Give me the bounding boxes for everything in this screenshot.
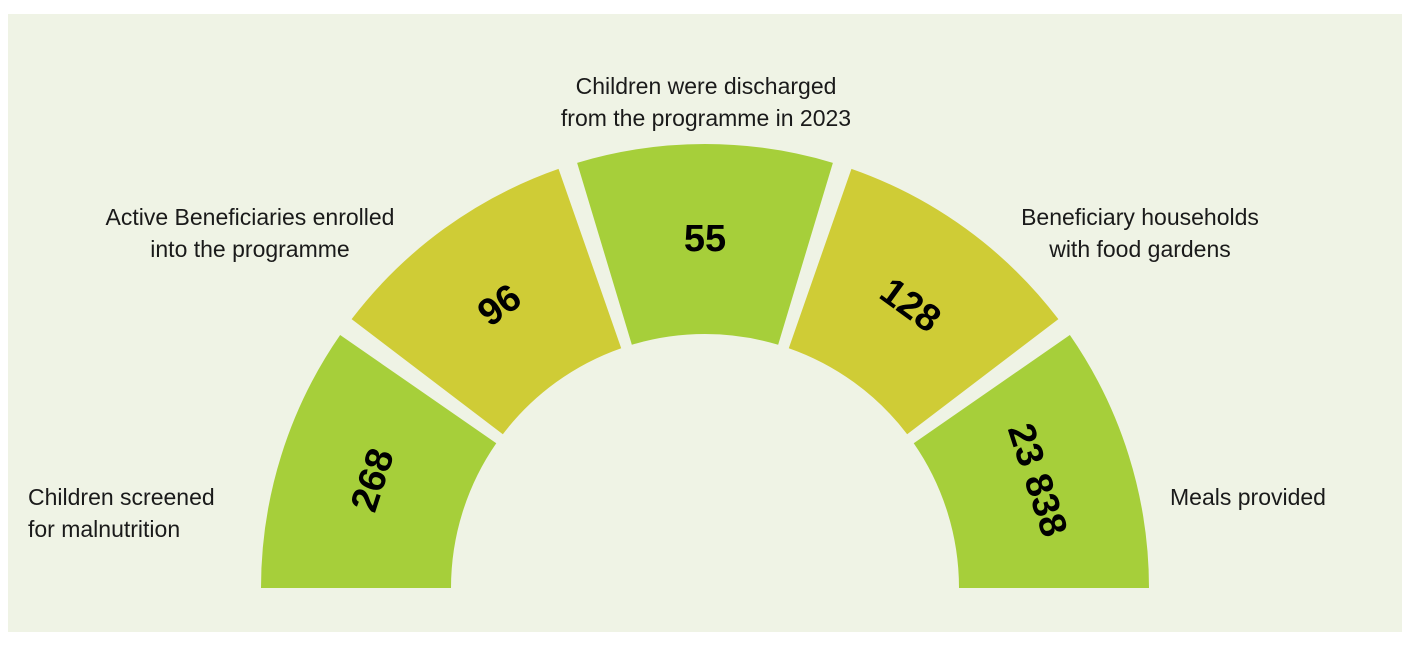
segment-children-screened: [261, 334, 497, 588]
caption-active-beneficiaries: Active Beneficiaries enrolled into the p…: [105, 204, 395, 262]
segment-active-beneficiaries: [351, 168, 622, 435]
caption-meals-provided: Meals provided: [1170, 484, 1326, 510]
segment-children-discharged: [577, 144, 833, 345]
caption-children-discharged: Children were discharged from the progra…: [560, 73, 852, 131]
segment-meals-provided: [913, 334, 1149, 588]
caption-households-food-gardens: Beneficiary households with food gardens: [1021, 204, 1259, 262]
segment-households-food-gardens: [788, 168, 1059, 435]
value-children-discharged: 55: [684, 218, 726, 260]
caption-children-screened: Children screened for malnutrition: [28, 484, 215, 542]
